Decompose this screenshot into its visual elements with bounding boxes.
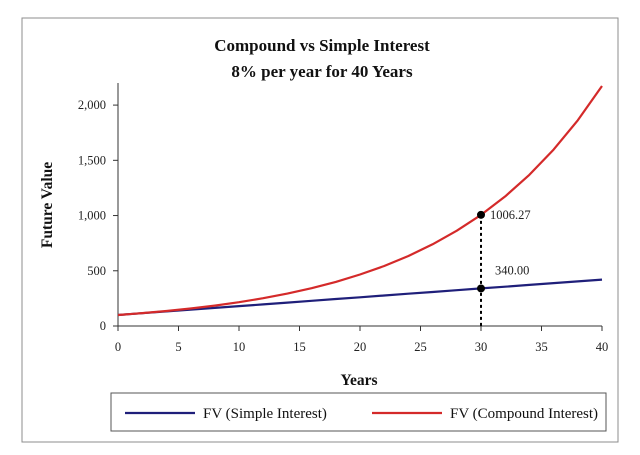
- y-tick-label: 2,000: [78, 98, 106, 112]
- x-tick-label: 15: [293, 340, 306, 354]
- x-tick-label: 40: [596, 340, 609, 354]
- annotation-point: [477, 284, 485, 293]
- legend-label: FV (Compound Interest): [450, 406, 598, 422]
- x-axis-label: Years: [340, 372, 377, 389]
- chart-subtitle: 8% per year for 40 Years: [231, 62, 413, 81]
- x-tick-label: 0: [115, 340, 121, 354]
- axes: [113, 83, 603, 331]
- tick-labels: 0 5 10 15 20 25 30 35 40 0 500 1,000 1,500 2,000: [78, 98, 608, 354]
- y-axis-label: Future Value: [39, 162, 56, 248]
- chart-border: [21, 17, 619, 443]
- chart-title: Compound vs Simple Interest: [214, 36, 430, 55]
- series-lines: [117, 85, 603, 317]
- y-tick-label: 1,500: [78, 153, 106, 167]
- annotation-label: 340.00: [495, 263, 529, 277]
- legend-label: FV (Simple Interest): [203, 406, 327, 422]
- x-tick-label: 30: [475, 340, 488, 354]
- annotation-marks: 1006.27 340.00: [477, 208, 531, 326]
- y-tick-label: 500: [87, 264, 106, 278]
- compound-interest-line: [117, 85, 603, 317]
- annotation-label: 1006.27: [490, 208, 531, 222]
- x-tick-label: 10: [233, 340, 246, 354]
- annotation-point: [477, 210, 485, 219]
- legend: FV (Simple Interest) FV (Compound Interes…: [125, 406, 598, 422]
- y-tick-label: 1,000: [78, 209, 106, 223]
- y-tick-label: 0: [100, 319, 106, 333]
- simple-interest-line: [117, 278, 603, 317]
- x-tick-label: 20: [354, 340, 367, 354]
- x-tick-label: 25: [414, 340, 427, 354]
- x-tick-label: 5: [175, 340, 181, 354]
- x-tick-label: 35: [535, 340, 548, 354]
